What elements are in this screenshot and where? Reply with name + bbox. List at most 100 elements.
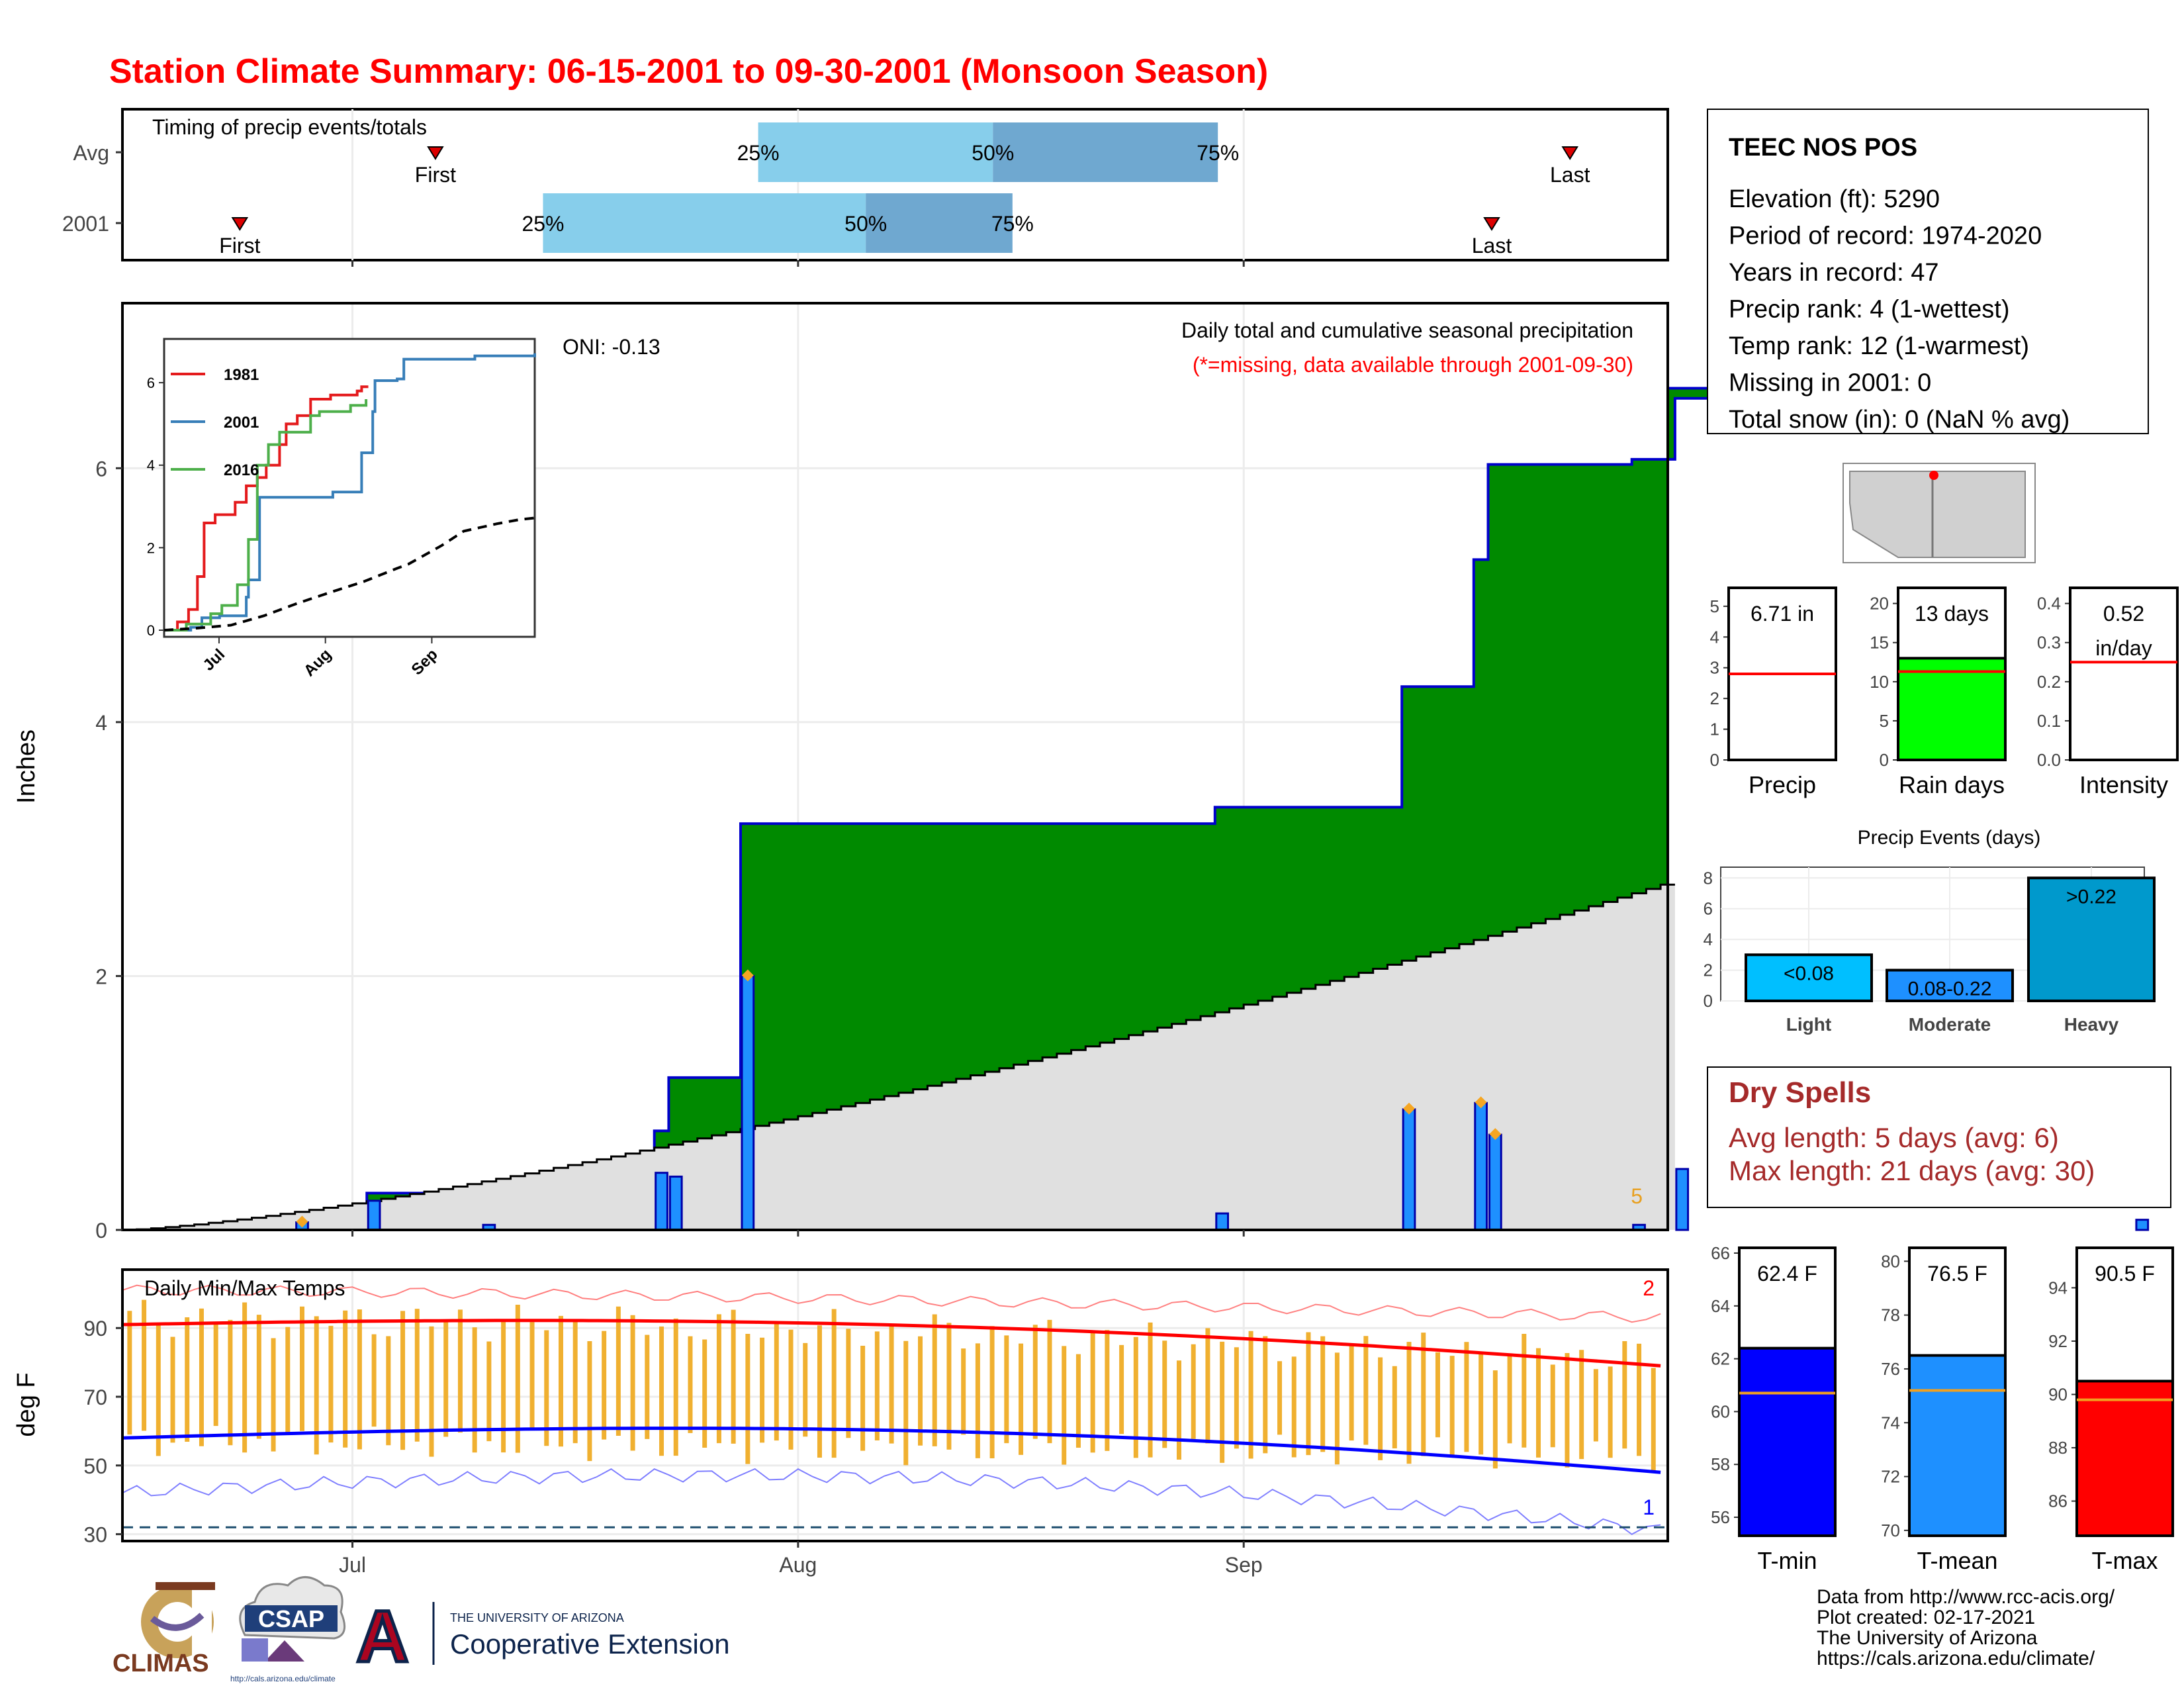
inset-series-line <box>164 385 369 632</box>
event-bar-label: <0.08 <box>1784 962 1834 984</box>
event-bar-label: >0.22 <box>2066 886 2116 908</box>
daily-precip-bar <box>367 1199 381 1231</box>
timing-box-50-75 <box>866 193 1013 253</box>
daily-precip-bar <box>1474 1102 1488 1231</box>
temp-bar-tick-label: 76 <box>1881 1359 1900 1379</box>
precip-y-tick-label: 0 <box>95 1219 107 1243</box>
temp-bar-tick-label: 72 <box>1881 1467 1900 1487</box>
dry-spells-max: Max length: 21 days (avg: 30) <box>1729 1155 2095 1186</box>
dry-spells-avg: Avg length: 5 days (avg: 6) <box>1729 1122 2059 1153</box>
summary-bar-frame <box>1897 586 2007 761</box>
precip-count-label: 5 <box>1631 1184 1643 1208</box>
temp-y-tick-label: 30 <box>83 1523 107 1547</box>
daily-precip-bar <box>668 1175 683 1231</box>
precip-subtitle: (*=missing, data available through 2001-… <box>1193 353 1633 377</box>
precip-y-tick-label: 2 <box>95 964 107 988</box>
station-info-box: TEEC NOS POS Elevation (ft): 5290 Period … <box>1707 109 2149 434</box>
summary-bar-tick-label: 0 <box>1880 750 1889 770</box>
event-bar <box>2027 876 2156 1003</box>
station-location-marker <box>1929 471 1938 480</box>
month-label: Jul <box>339 1553 366 1577</box>
temp-bar-label: T-min <box>1758 1547 1817 1574</box>
timing-marker <box>427 146 444 160</box>
summary-bar-tick-label: 0.3 <box>2037 633 2061 653</box>
daily-precip-bar <box>1488 1133 1502 1231</box>
temp-bar-tick-label: 92 <box>2048 1331 2068 1351</box>
station-info-line: Temp rank: 12 (1-warmest) <box>1729 332 2029 360</box>
climas-logo: CLIMAS <box>113 1582 215 1677</box>
timing-quantile-label: 75% <box>991 212 1034 236</box>
precip-y-label: Inches <box>13 729 40 804</box>
summary-bar-tick-label: 5 <box>1880 711 1889 731</box>
precip-y-tick-label: 6 <box>95 457 107 481</box>
temp-bar-label: T-max <box>2091 1547 2158 1574</box>
daily-precip-bar <box>655 1172 668 1231</box>
month-label: Aug <box>779 1553 817 1577</box>
month-labels: Jul Aug Sep <box>339 260 1263 1577</box>
temp-count-high: 2 <box>1643 1276 1655 1300</box>
inset-y-tick-label: 6 <box>147 375 155 391</box>
timing-quantile-label: 75% <box>1197 141 1239 165</box>
temp-bar-tick-label: 58 <box>1711 1454 1730 1474</box>
temp-bar-tick-label: 86 <box>2048 1491 2068 1511</box>
footer-credits: Data from http://www.rcc-acis.org/ Plot … <box>1817 1586 2115 1669</box>
credit-line-3: The University of Arizona <box>1817 1627 2038 1649</box>
temp-bar-fill <box>2075 1380 2174 1538</box>
events-content: 0 2 4 6 8 <0.08 Light 0.08-0.22 Moderate >0.22 Hea… <box>1704 867 2156 1035</box>
credit-line-4: https://cals.arizona.edu/climate/ <box>1817 1648 2095 1669</box>
temp-bar-tick-label: 90 <box>2048 1385 2068 1405</box>
events-tick-label: 6 <box>1704 899 1713 919</box>
precip-y-axis: 0 2 4 6 <box>95 457 122 1243</box>
inset-legend-label: 1981 <box>224 366 259 384</box>
event-bar <box>1745 953 1873 1003</box>
timing-quantile-label: 50% <box>972 141 1014 165</box>
event-bar-label: 0.08-0.22 <box>1908 978 1992 1000</box>
temp-bar-tick-label: 64 <box>1711 1296 1730 1316</box>
temp-bar-tick-label: 56 <box>1711 1507 1730 1527</box>
summary-bar-tick-label: 20 <box>1870 594 1889 614</box>
station-info-line: Years in record: 47 <box>1729 259 1939 287</box>
inset-y-tick-label: 4 <box>147 457 155 474</box>
inset-y-tick-label: 0 <box>147 622 155 639</box>
timing-quantile-label: 25% <box>737 141 780 165</box>
timing-marker-label: Last <box>1472 234 1512 258</box>
summary-bar-value: 0.52 <box>2103 602 2144 626</box>
timing-marker <box>231 217 249 231</box>
summary-bar-tick-label: 1 <box>1710 720 1719 739</box>
dry-spells-title: Dry Spells <box>1729 1076 1871 1109</box>
summary-bar-tick-label: 0.0 <box>2037 750 2061 770</box>
summary-bar-tick-label: 0 <box>1710 750 1719 770</box>
temp-bar-tick-label: 88 <box>2048 1438 2068 1458</box>
timing-box-25-50 <box>543 193 866 253</box>
precip-events-title: Precip Events (days) <box>1858 827 2041 849</box>
precip-marks <box>122 387 2150 1231</box>
summary-bar-tick-label: 0.4 <box>2037 594 2061 614</box>
daily-precip-bar <box>2135 1219 2150 1231</box>
event-category-label: Light <box>1786 1014 1831 1035</box>
timing-box-25-50 <box>758 122 993 182</box>
temp-y-tick-label: 90 <box>83 1317 107 1340</box>
daily-precip-bar <box>741 974 755 1231</box>
station-info-line: Total snow (in): 0 (NaN % avg) <box>1729 406 2070 434</box>
summary-bar-tick-label: 5 <box>1710 596 1719 616</box>
summary-bar-tick-label: 3 <box>1710 658 1719 678</box>
temp-y-label: deg F <box>13 1372 40 1436</box>
record-marker <box>296 1215 308 1228</box>
station-lines: Elevation (ft): 5290 Period of record: 19… <box>1729 185 2070 434</box>
events-tick-label: 8 <box>1704 868 1713 888</box>
events-tick-label: 4 <box>1704 929 1713 949</box>
record-marker <box>1489 1128 1502 1141</box>
summary-bar-label: Precip <box>1749 771 1816 798</box>
locator-map <box>1843 463 2036 563</box>
summary-bar-tick-label: 0.1 <box>2037 711 2061 731</box>
temp-marks <box>122 1284 1668 1535</box>
station-name: TEEC NOS POS <box>1729 134 1917 162</box>
precip-y-tick-label: 4 <box>95 711 107 735</box>
temp-y-axis: 30 50 70 90 <box>83 1317 122 1547</box>
events-tick-label: 2 <box>1704 961 1713 980</box>
avg-high-line <box>122 1319 1661 1368</box>
temp-title: Daily Min/Max Temps <box>144 1276 345 1300</box>
summary-bar-tick-label: 15 <box>1870 633 1889 653</box>
